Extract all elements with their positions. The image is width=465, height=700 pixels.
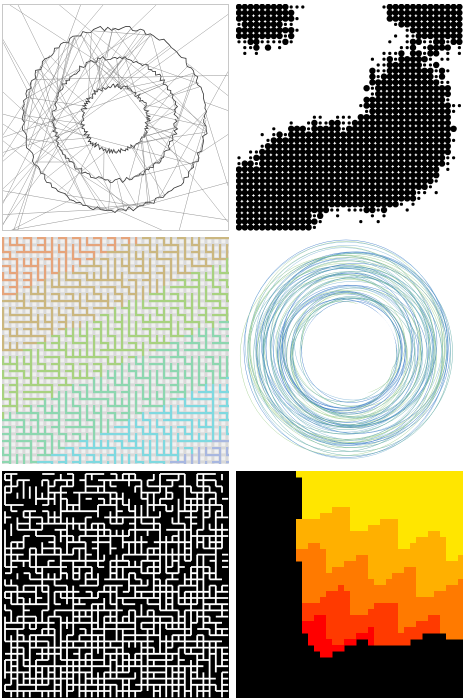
colored-maze-image	[2, 237, 229, 464]
rings-triangulation-image	[2, 4, 229, 231]
rings-triangulation-art	[3, 5, 228, 230]
dot-noise-image	[236, 4, 463, 231]
dot-noise-art	[236, 4, 463, 231]
heat-regions-image	[236, 471, 463, 698]
bw-maze-art	[4, 473, 229, 698]
heat-regions-art	[296, 471, 463, 658]
bw-maze-image	[2, 471, 229, 698]
torus-curves-art	[239, 239, 453, 459]
torus-curves-image	[236, 237, 463, 464]
colored-maze-art	[2, 237, 229, 464]
